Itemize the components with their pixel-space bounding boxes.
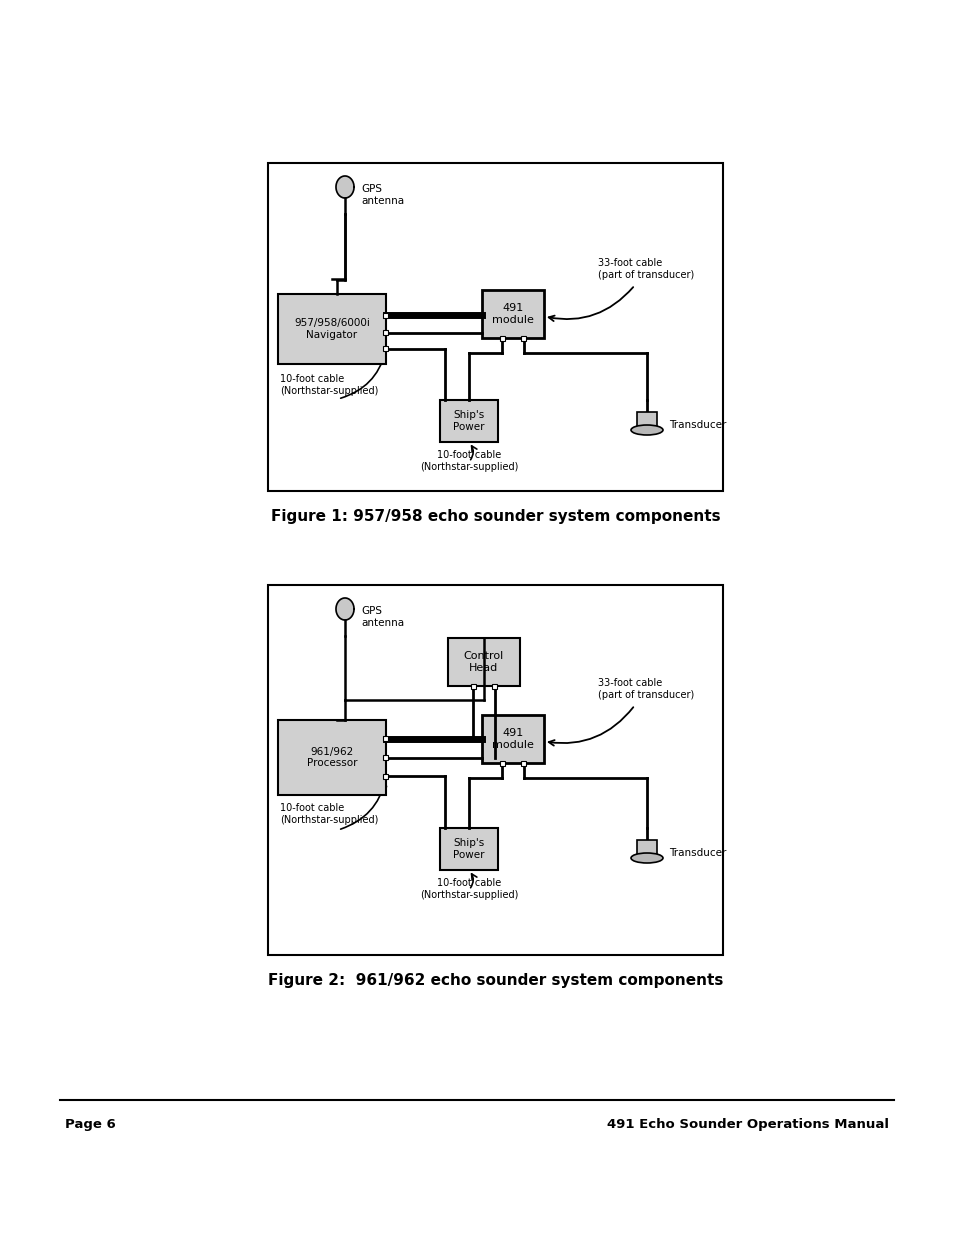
Text: 491
module: 491 module bbox=[492, 729, 534, 750]
Text: 33-foot cable
(part of transducer): 33-foot cable (part of transducer) bbox=[598, 258, 694, 279]
Text: Figure 2:  961/962 echo sounder system components: Figure 2: 961/962 echo sounder system co… bbox=[268, 973, 722, 988]
Text: Ship's
Power: Ship's Power bbox=[453, 410, 484, 432]
Bar bbox=[637, 840, 657, 858]
Polygon shape bbox=[335, 598, 354, 620]
Polygon shape bbox=[335, 177, 354, 198]
Text: 491 Echo Sounder Operations Manual: 491 Echo Sounder Operations Manual bbox=[606, 1118, 888, 1131]
Bar bbox=[520, 761, 525, 766]
Bar bbox=[277, 720, 386, 795]
Text: 10-foot cable
(Northstar-supplied): 10-foot cable (Northstar-supplied) bbox=[419, 878, 517, 899]
Bar bbox=[439, 400, 497, 442]
Ellipse shape bbox=[630, 425, 662, 435]
Bar bbox=[268, 585, 722, 955]
Text: Page 6: Page 6 bbox=[65, 1118, 115, 1131]
Bar bbox=[470, 683, 476, 688]
Bar bbox=[383, 736, 388, 741]
Text: 491
module: 491 module bbox=[492, 304, 534, 325]
Bar bbox=[383, 774, 388, 779]
Bar bbox=[499, 761, 504, 766]
Bar bbox=[383, 312, 388, 317]
Bar bbox=[268, 163, 722, 492]
Text: Figure 1: 957/958 echo sounder system components: Figure 1: 957/958 echo sounder system co… bbox=[271, 509, 720, 524]
Bar bbox=[383, 755, 388, 760]
Ellipse shape bbox=[630, 853, 662, 863]
Bar bbox=[277, 294, 386, 364]
Bar bbox=[439, 827, 497, 869]
Bar bbox=[383, 346, 388, 351]
Text: 10-foot cable
(Northstar-supplied): 10-foot cable (Northstar-supplied) bbox=[280, 374, 378, 395]
Text: 957/958/6000i
Navigator: 957/958/6000i Navigator bbox=[294, 319, 370, 340]
Text: Control
Head: Control Head bbox=[463, 651, 503, 673]
Bar bbox=[637, 412, 657, 430]
Text: 10-foot cable
(Northstar-supplied): 10-foot cable (Northstar-supplied) bbox=[280, 803, 378, 825]
Text: 10-foot cable
(Northstar-supplied): 10-foot cable (Northstar-supplied) bbox=[419, 450, 517, 472]
Text: 33-foot cable
(part of transducer): 33-foot cable (part of transducer) bbox=[598, 678, 694, 699]
Bar bbox=[492, 683, 497, 688]
Bar bbox=[520, 336, 525, 341]
Text: GPS
antenna: GPS antenna bbox=[360, 606, 404, 627]
Bar bbox=[448, 638, 519, 685]
Text: Transducer: Transducer bbox=[668, 848, 725, 858]
Bar bbox=[481, 290, 543, 338]
Text: 961/962
Processor: 961/962 Processor bbox=[307, 747, 356, 768]
Text: Transducer: Transducer bbox=[668, 420, 725, 430]
Text: Ship's
Power: Ship's Power bbox=[453, 839, 484, 860]
Text: GPS
antenna: GPS antenna bbox=[360, 184, 404, 205]
Bar bbox=[383, 330, 388, 335]
Bar bbox=[481, 715, 543, 763]
Bar bbox=[499, 336, 504, 341]
